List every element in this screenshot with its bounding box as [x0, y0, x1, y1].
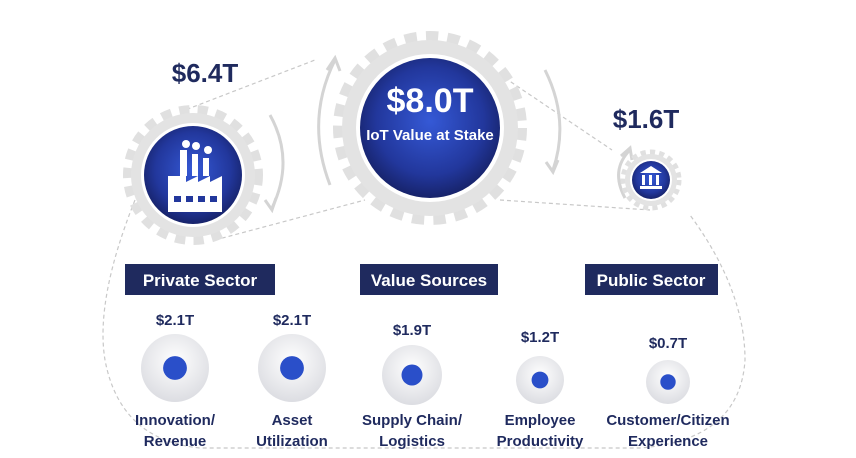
item-label: Employee	[505, 412, 576, 429]
gear-label: IoT Value at Stake	[366, 127, 494, 144]
item-icon	[660, 374, 676, 390]
section-label: Private Sector	[143, 271, 258, 290]
item-icon	[163, 356, 187, 380]
item-icon	[401, 364, 423, 386]
value-source: $1.2T Employee Productivity	[497, 329, 584, 450]
value-source: $2.1T Innovation/Revenue	[135, 312, 216, 450]
gear-value: $6.4T	[172, 58, 239, 88]
item-icon	[280, 356, 304, 380]
item-label: Revenue	[144, 433, 207, 450]
section-label: Value Sources	[371, 271, 487, 290]
section: Public Sector	[585, 264, 718, 295]
item-label: Utilization	[256, 433, 328, 450]
item-label: Productivity	[497, 433, 584, 450]
section: Value Sources	[360, 264, 498, 295]
gear-value: $1.6T	[613, 104, 680, 134]
section: Private Sector	[125, 264, 275, 295]
item-value: $1.9T	[393, 322, 431, 339]
item-label: Innovation/	[135, 412, 216, 429]
value-sources: $2.1T Innovation/Revenue $2.1T Asset Utiliza…	[135, 312, 730, 450]
item-label: Asset	[272, 412, 313, 429]
item-label: Experience	[628, 433, 708, 450]
gear-total	[333, 31, 527, 225]
item-label: Customer/Citizen	[606, 412, 729, 429]
item-value: $2.1T	[156, 312, 194, 329]
section-label: Public Sector	[597, 271, 706, 290]
gear-public	[620, 149, 682, 211]
gear-private	[123, 105, 263, 245]
item-value: $2.1T	[273, 312, 311, 329]
value-source: $2.1T Asset Utilization	[256, 312, 328, 450]
item-icon	[531, 371, 549, 389]
gear-value: $8.0T	[387, 82, 474, 120]
item-label: Supply Chain/	[362, 412, 463, 429]
rotation-arrows	[263, 54, 634, 214]
item-value: $1.2T	[521, 329, 559, 346]
value-source: $0.7T Customer/Citizen Experience	[606, 335, 729, 450]
item-label: Logistics	[379, 433, 445, 450]
value-source: $1.9T Supply Chain/Logistics	[362, 322, 463, 450]
item-value: $0.7T	[649, 335, 687, 352]
